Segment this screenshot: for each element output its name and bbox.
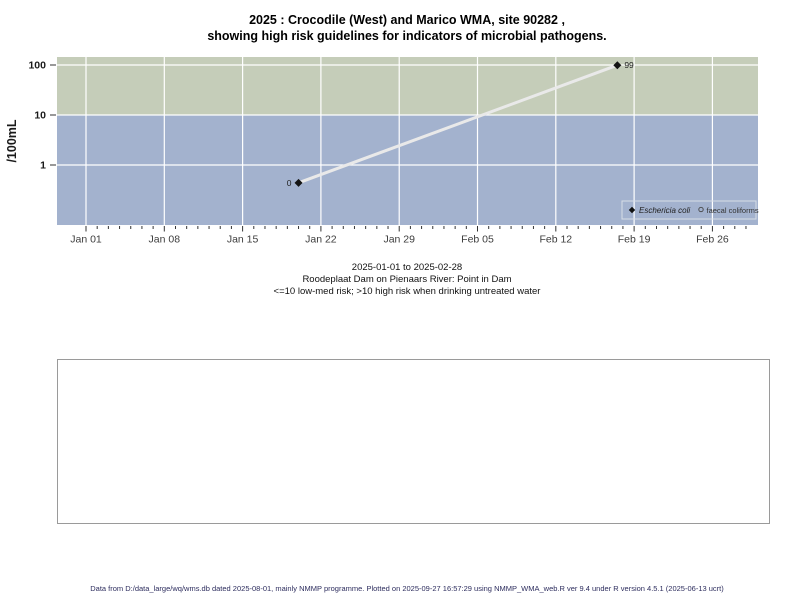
x-tick-label: Feb 26 (696, 234, 729, 246)
x-tick-label: Jan 29 (383, 234, 415, 246)
x-tick-label: Jan 15 (227, 234, 259, 246)
data-point-label: 0 (287, 178, 292, 188)
caption-site-description: Roodeplaat Dam on Pienaars River: Point … (302, 274, 512, 285)
x-tick-label: Jan 08 (149, 234, 181, 246)
chart-caption: 2025-01-01 to 2025-02-28 Roodeplaat Dam … (7, 262, 800, 298)
y-tick-label: 10 (34, 110, 46, 122)
data-point-marker (613, 61, 622, 70)
low-med-risk-zone (57, 115, 758, 225)
chart-title-line1: 2025 : Crocodile (West) and Marico WMA, … (249, 13, 565, 27)
x-tick-label: Feb 12 (539, 234, 572, 246)
chart-title-line2: showing high risk guidelines for indicat… (207, 28, 607, 43)
series-connector-line (297, 63, 619, 185)
data-point-marker (294, 178, 303, 187)
timeseries-chart: Jan 01 Jan 08 Jan 15 Jan 22 Jan 29 Feb 05 Feb … (5, 57, 759, 246)
x-tick-label: Feb 05 (461, 234, 494, 246)
legend-filled-diamond-icon (628, 206, 636, 214)
data-point-label: 99 (624, 60, 634, 70)
legend-label-ecoli: Eschericia coli (639, 206, 690, 215)
x-tick-label: Jan 01 (70, 234, 102, 246)
x-tick-label: Jan 22 (305, 234, 337, 246)
y-tick-label: 100 (28, 60, 46, 72)
legend-box (621, 200, 757, 220)
caption-date-range: 2025-01-01 to 2025-02-28 (351, 262, 463, 273)
caption-risk-note: <=10 low-med risk; >10 high risk when dr… (273, 286, 541, 297)
footer-provenance: Data from D:/data_large/wq/wms.db dated … (90, 584, 724, 593)
y-tick-label: 1 (40, 160, 46, 172)
legend-label-faecal-coliforms: faecal coliforms (707, 206, 759, 215)
y-axis-label: /100mL (5, 119, 19, 162)
high-risk-zone (57, 57, 758, 115)
empty-panel (57, 359, 770, 524)
chart-title: 2025 : Crocodile (West) and Marico WMA, … (7, 13, 800, 44)
x-tick-label: Feb 19 (618, 234, 651, 246)
legend-open-circle-icon (698, 206, 704, 213)
